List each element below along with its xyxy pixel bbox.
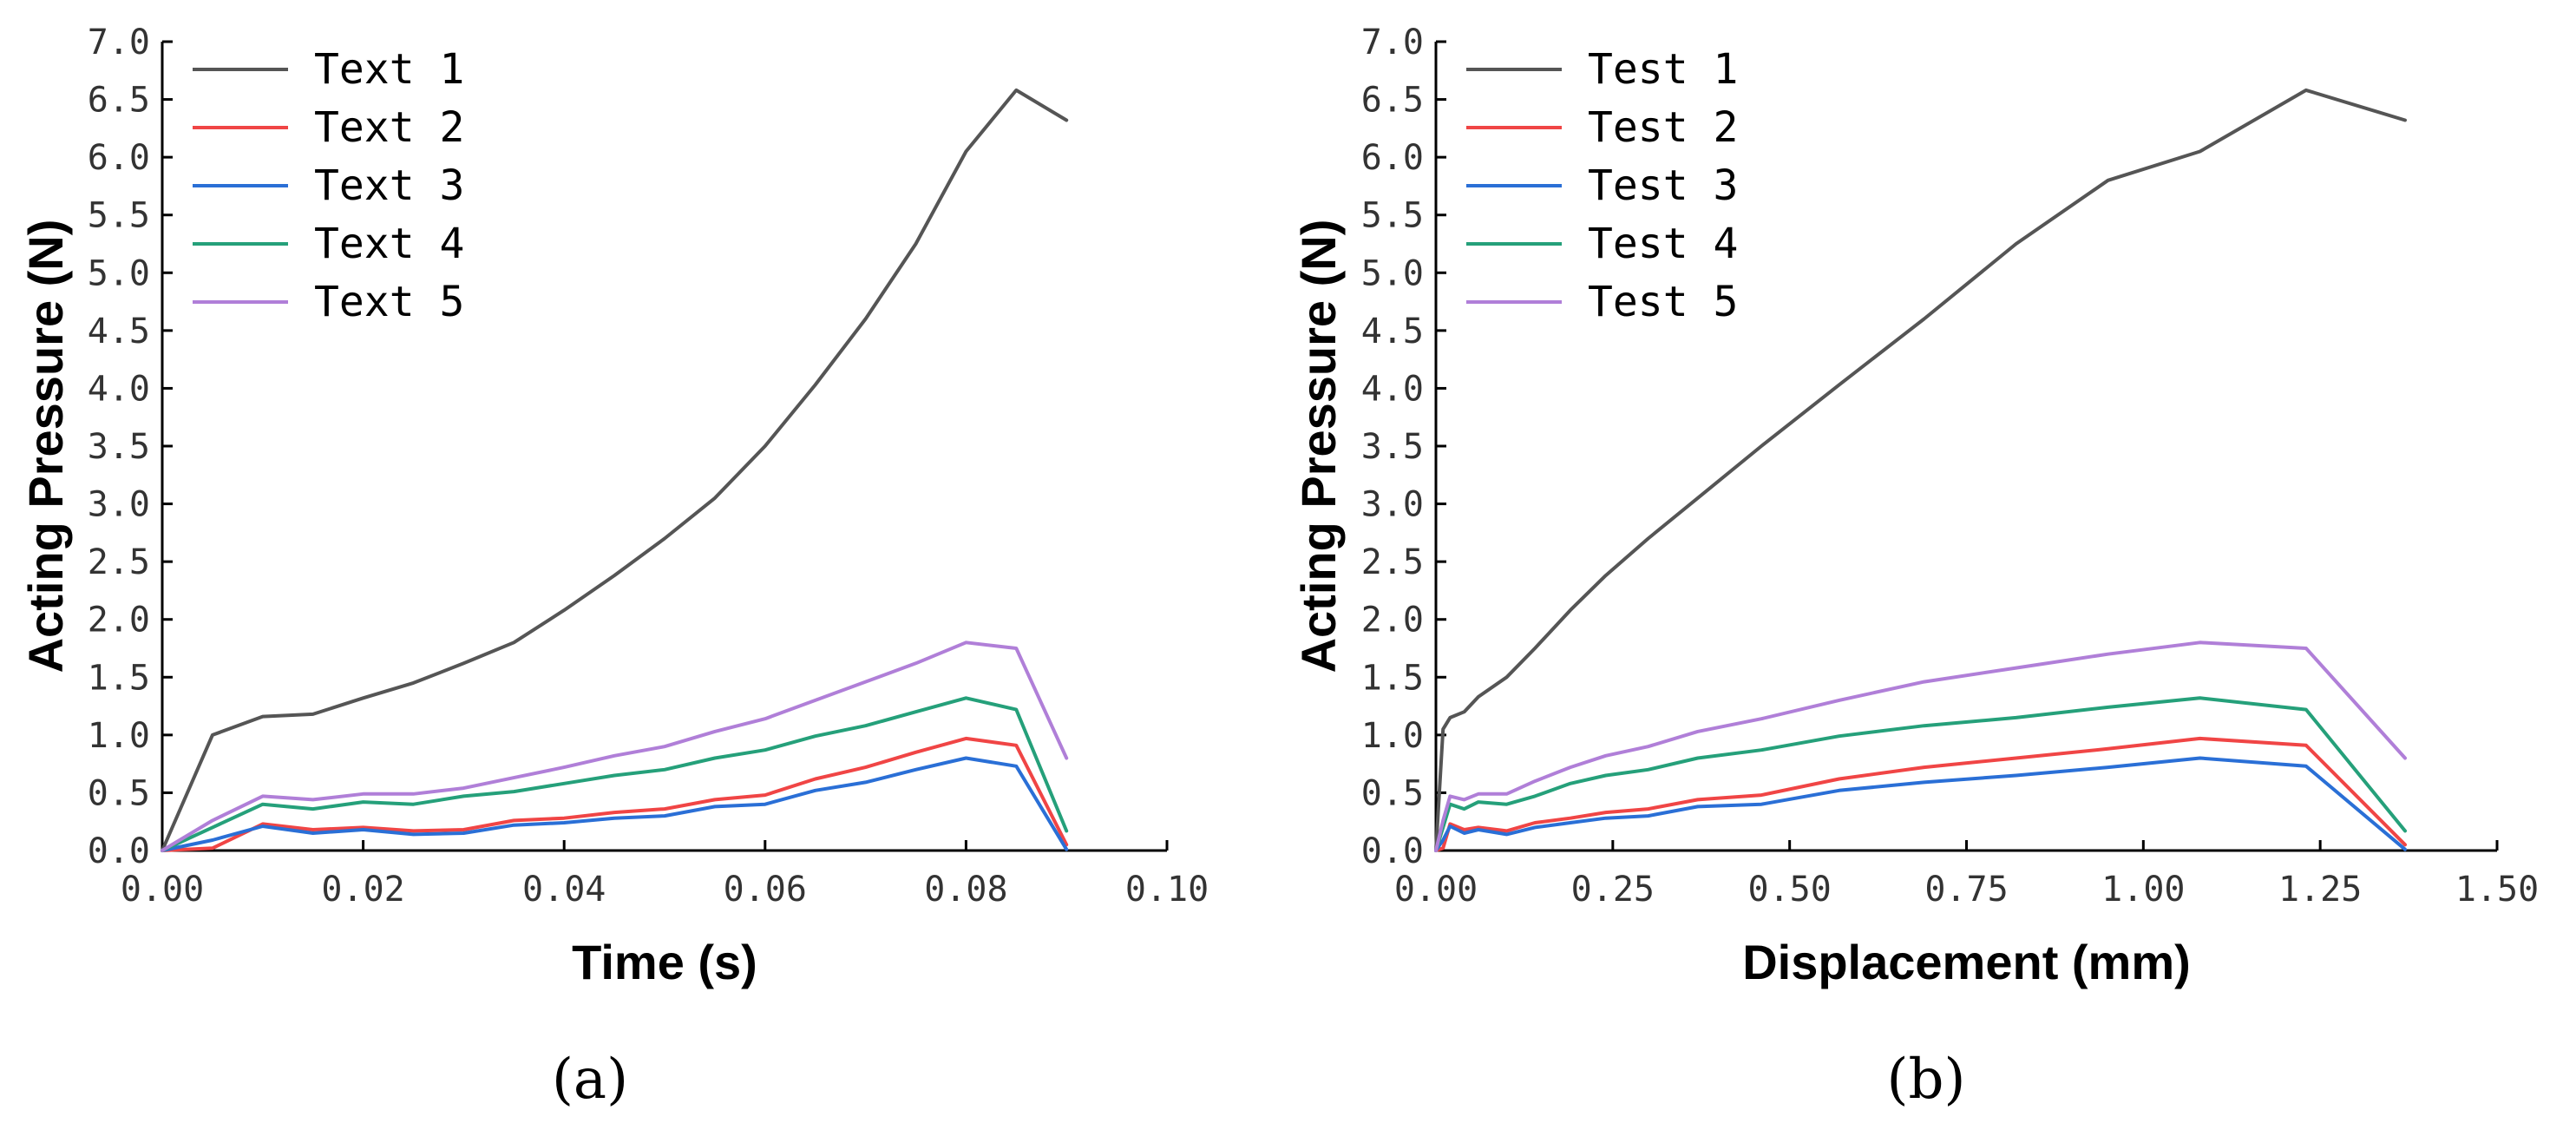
legend-label-1: Test 1 xyxy=(1588,45,1738,94)
x-tick-label: 0.06 xyxy=(724,870,807,910)
y-tick-label: 0.5 xyxy=(88,773,150,813)
legend-label-1: Text 1 xyxy=(314,45,464,94)
y-tick-label: 2.0 xyxy=(1361,601,1424,640)
y-tick-label: 5.5 xyxy=(88,196,150,236)
x-tick-label: 0.08 xyxy=(924,870,1007,910)
panel-b-displacement-chart: 0.0 0.5 1.0 1.5 2.0 2.5 3.0 3.5 4.0 4.5 5.0 5.5 6.0 6… xyxy=(1291,23,2539,1112)
legend-label-5: Test 5 xyxy=(1588,278,1738,326)
y-tick-label: 1.5 xyxy=(88,658,150,698)
x-tick-label: 1.25 xyxy=(2278,870,2362,910)
x-tick-label: 0.02 xyxy=(321,870,404,910)
y-tick-label: 3.5 xyxy=(1361,427,1424,467)
y-tick-label: 5.0 xyxy=(88,253,150,293)
y-tick-label: 0.0 xyxy=(88,831,150,871)
y-axis-title: Acting Pressure (N) xyxy=(18,220,73,673)
y-tick-label: 1.5 xyxy=(1361,658,1424,698)
legend-label-4: Test 4 xyxy=(1588,220,1738,268)
panel-label: (b) xyxy=(1887,1048,1966,1112)
legend-label-3: Test 3 xyxy=(1588,161,1738,210)
legend-label-2: Text 2 xyxy=(314,103,464,152)
panel-a-time-chart: 0.0 0.5 1.0 1.5 2.0 2.5 3.0 3.5 4.0 4.5 5.0 5.5 6.0 6… xyxy=(18,23,1209,1112)
y-tick-label: 3.0 xyxy=(1361,485,1424,525)
y-tick-label: 3.0 xyxy=(88,485,150,525)
y-tick-label: 3.5 xyxy=(88,427,150,467)
legend-label-2: Test 2 xyxy=(1588,103,1738,152)
y-tick-label: 1.0 xyxy=(1361,716,1424,756)
series-line-4 xyxy=(1434,696,2407,852)
x-tick-label: 1.00 xyxy=(2101,870,2185,910)
y-tick-label: 0.5 xyxy=(1361,773,1424,813)
y-tick-label: 2.5 xyxy=(1361,542,1424,582)
y-tick-label: 7.0 xyxy=(1361,23,1424,62)
series-line-5 xyxy=(1434,640,2407,852)
y-tick-label: 0.0 xyxy=(1361,831,1424,871)
y-tick-label: 4.0 xyxy=(88,369,150,409)
x-axis-title: Displacement (mm) xyxy=(1742,935,2191,989)
y-tick-label: 4.0 xyxy=(1361,369,1424,409)
x-axis-title: Time (s) xyxy=(572,935,757,989)
legend-label-5: Text 5 xyxy=(314,278,464,326)
series-line-2 xyxy=(161,736,1069,852)
x-tick-label: 0.04 xyxy=(522,870,606,910)
x-tick-label: 0.50 xyxy=(1748,870,1832,910)
x-tick-label: 1.50 xyxy=(2455,870,2539,910)
y-tick-label: 6.5 xyxy=(1361,81,1424,121)
y-tick-label: 1.0 xyxy=(88,716,150,756)
x-tick-label: 0.00 xyxy=(121,870,204,910)
x-tick-label: 0.75 xyxy=(1924,870,2008,910)
y-tick-label: 6.0 xyxy=(88,138,150,178)
series-line-3 xyxy=(161,756,1069,852)
series-line-5 xyxy=(161,640,1069,852)
legend-label-4: Text 4 xyxy=(314,220,464,268)
y-tick-label: 2.0 xyxy=(88,601,150,640)
y-tick-label: 5.0 xyxy=(1361,253,1424,293)
x-tick-label: 0.10 xyxy=(1125,870,1209,910)
panel-label: (a) xyxy=(552,1048,628,1112)
series-line-2 xyxy=(1434,736,2407,852)
series-line-4 xyxy=(161,696,1069,852)
y-tick-label: 7.0 xyxy=(88,23,150,62)
legend-label-3: Text 3 xyxy=(314,161,464,210)
series-line-1 xyxy=(1434,88,2407,852)
y-tick-label: 5.5 xyxy=(1361,196,1424,236)
y-tick-label: 4.5 xyxy=(88,312,150,351)
y-tick-label: 4.5 xyxy=(1361,312,1424,351)
series-line-3 xyxy=(1434,756,2407,852)
x-tick-label: 0.25 xyxy=(1571,870,1655,910)
y-axis-title: Acting Pressure (N) xyxy=(1291,220,1346,673)
series-line-1 xyxy=(161,88,1069,852)
y-tick-label: 6.5 xyxy=(88,81,150,121)
y-tick-label: 6.0 xyxy=(1361,138,1424,178)
y-tick-label: 2.5 xyxy=(88,542,150,582)
x-tick-label: 0.00 xyxy=(1394,870,1478,910)
